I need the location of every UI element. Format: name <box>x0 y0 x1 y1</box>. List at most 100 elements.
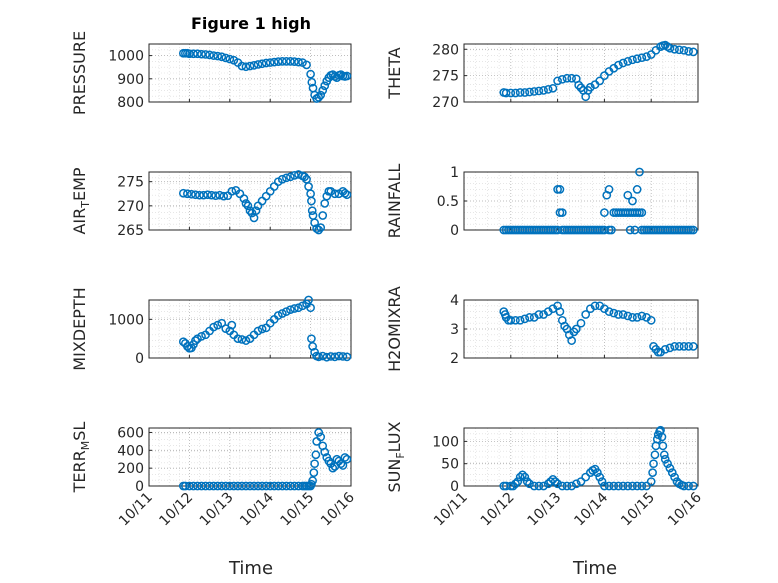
axes-box <box>463 427 699 487</box>
data-point <box>646 315 656 325</box>
data-point <box>628 55 637 65</box>
y-axis-label-main: PRESSURE <box>70 31 89 115</box>
data-point <box>197 331 206 341</box>
data-point <box>581 472 591 482</box>
data-point <box>574 80 584 90</box>
data-point <box>282 57 291 66</box>
data-point <box>618 481 628 491</box>
axes-box <box>148 43 352 103</box>
y-axis-label-main: SUN <box>385 459 404 493</box>
data-point <box>273 311 283 320</box>
data-point <box>679 481 689 491</box>
figure-title: Figure 1 high <box>191 14 311 33</box>
data-point <box>245 481 255 491</box>
data-point <box>253 481 263 491</box>
data-point <box>515 88 525 97</box>
data-point <box>511 479 520 489</box>
data-point <box>665 343 675 353</box>
y-tick-label: 1 <box>450 165 459 181</box>
data-point <box>635 167 644 177</box>
x-tick-label: 10/16 <box>318 489 358 529</box>
data-point <box>261 481 271 491</box>
data-point <box>241 336 251 345</box>
data-point <box>557 74 567 84</box>
data-point <box>607 225 616 235</box>
data-point <box>286 57 295 66</box>
data-point <box>539 481 548 491</box>
y-axis-label-subscript: T <box>79 201 92 209</box>
data-point <box>328 463 338 473</box>
data-point <box>277 309 287 318</box>
data-point <box>657 432 667 442</box>
data-point <box>277 57 287 66</box>
x-tick-label: 10/16 <box>665 489 705 529</box>
data-point <box>221 53 231 63</box>
data-point <box>501 88 511 98</box>
data-point <box>520 472 530 482</box>
data-point <box>314 225 324 235</box>
data-point <box>604 307 614 316</box>
data-point <box>257 59 267 69</box>
data-point <box>508 481 518 491</box>
data-point <box>525 479 534 489</box>
y-axis-label: AIRTEMP <box>70 167 92 234</box>
data-point <box>304 295 313 305</box>
data-point <box>257 324 267 334</box>
data-point <box>557 208 567 217</box>
data-point <box>241 481 251 491</box>
data-point <box>600 481 609 491</box>
data-point <box>595 76 605 86</box>
data-point <box>534 86 544 96</box>
y-tick-label: 270 <box>432 95 459 111</box>
data-point <box>277 481 287 491</box>
data-point <box>286 305 295 315</box>
data-point <box>306 69 315 79</box>
data-point <box>684 481 693 491</box>
data-point <box>688 342 698 351</box>
y-axis-label: H2OMIXRA <box>385 286 404 372</box>
data-point <box>193 49 202 59</box>
data-point <box>209 51 218 60</box>
data-point <box>342 352 352 362</box>
data-point <box>320 81 330 91</box>
x-axis-label-left: Time <box>228 558 273 579</box>
data-point <box>251 206 261 216</box>
data-point <box>257 481 267 491</box>
data-point <box>688 481 698 491</box>
data-point <box>314 428 324 437</box>
y-tick-label: 200 <box>117 461 144 477</box>
subplot-terr-msl: 0 200 400 600 10/11 10/12 10/13 10/14 10/15 10/16… <box>70 422 358 530</box>
data-point <box>555 185 565 194</box>
data-point <box>649 459 658 469</box>
data-point <box>525 313 534 322</box>
data-point <box>197 481 206 491</box>
data-point <box>197 49 206 59</box>
data-point <box>286 172 295 182</box>
data-point <box>506 315 516 325</box>
data-point <box>241 199 251 208</box>
data-point <box>623 311 633 321</box>
data-point <box>660 344 670 354</box>
data-point <box>665 463 675 473</box>
data-point <box>330 352 340 362</box>
y-tick-label: 1000 <box>108 312 144 328</box>
y-axis-label: MIXDEPTH <box>70 287 89 370</box>
y-axis-label-main: TERR <box>70 450 89 493</box>
data-point <box>604 185 614 194</box>
y-axis-label-subscript: M <box>79 441 92 451</box>
data-point <box>522 477 532 486</box>
data-point <box>646 50 656 59</box>
data-point <box>637 311 647 321</box>
data-point <box>294 57 303 67</box>
data-point <box>193 481 202 491</box>
data-point <box>217 481 227 491</box>
data-point <box>529 481 539 491</box>
data-point <box>534 310 544 319</box>
data-point <box>237 61 247 71</box>
data-point <box>534 481 544 491</box>
data-point <box>309 468 319 477</box>
data-point <box>548 83 558 93</box>
y-axis-label-tail: SL <box>70 422 89 441</box>
data-point <box>506 88 516 98</box>
data-point <box>650 450 660 460</box>
